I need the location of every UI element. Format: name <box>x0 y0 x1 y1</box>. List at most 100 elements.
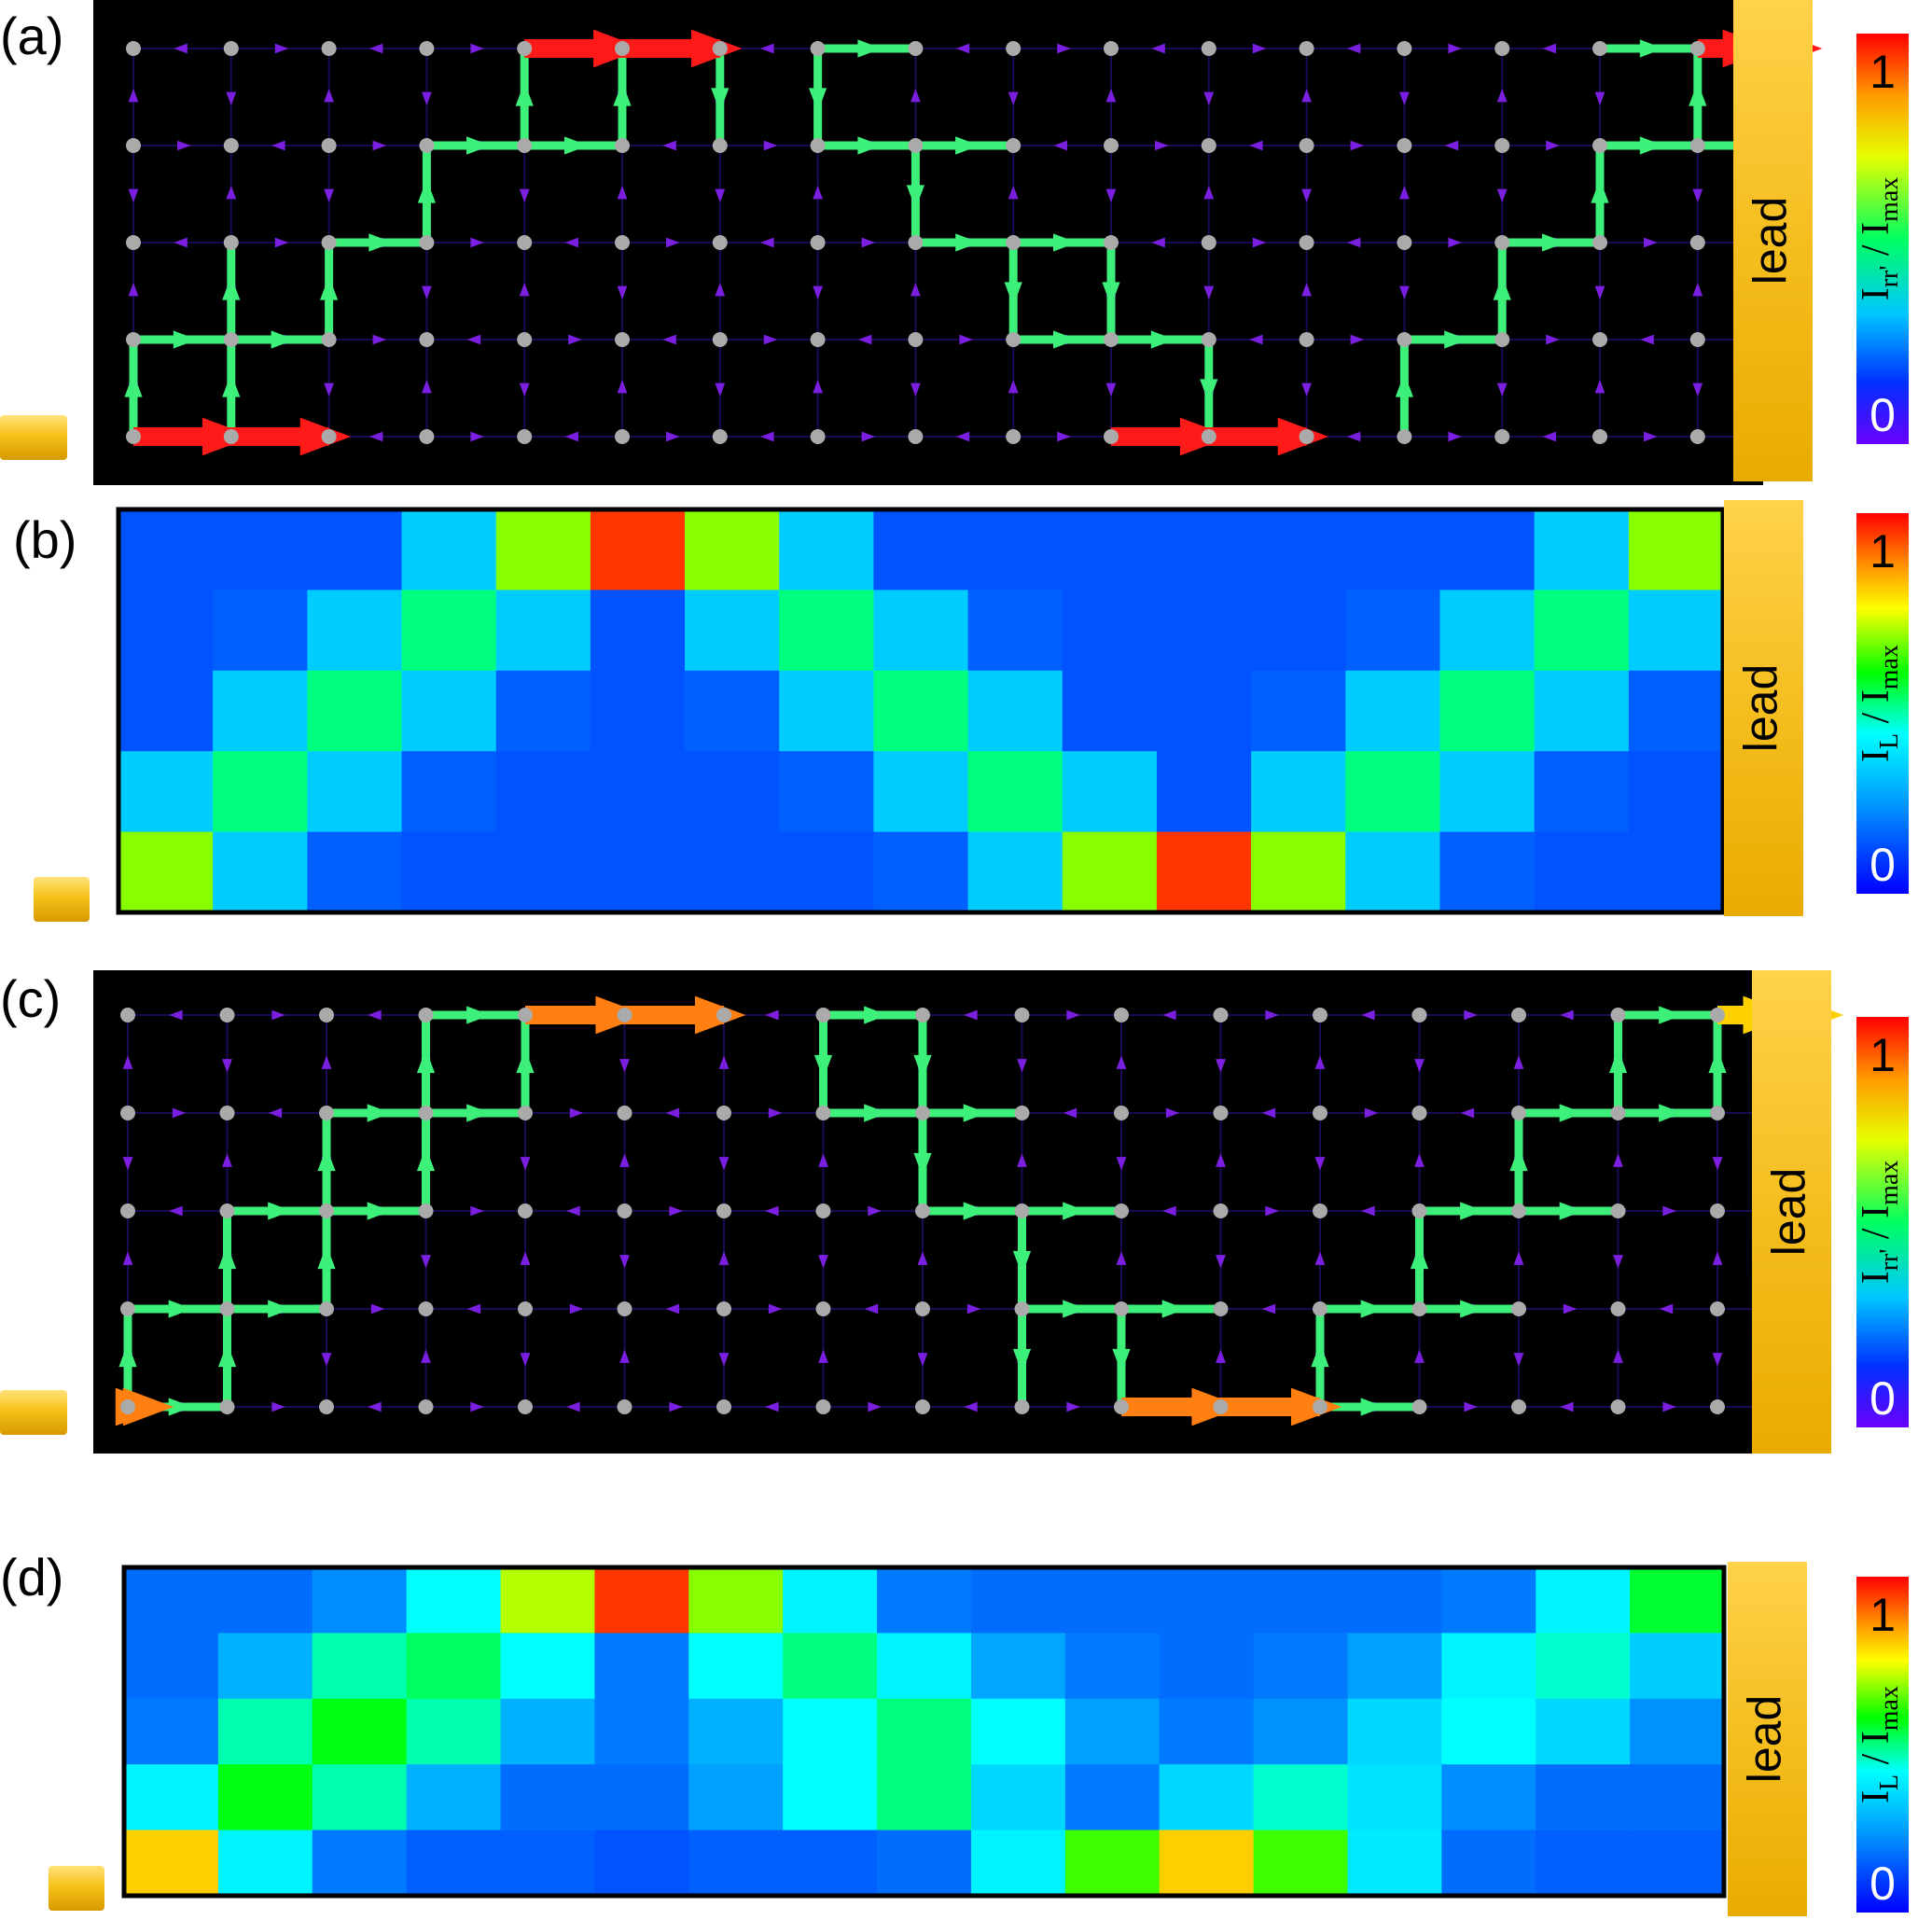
heatmap-cell <box>312 1830 408 1897</box>
heatmap-cell <box>118 590 214 672</box>
weak-current-arrow <box>1066 1009 1080 1021</box>
weak-current-arrow <box>1017 1153 1027 1167</box>
weak-current-arrow <box>715 283 726 297</box>
weak-current-arrow <box>1692 283 1703 297</box>
colorbar-title: Irr' / Imax <box>1855 177 1904 301</box>
lattice-site <box>915 1301 930 1316</box>
lattice-site <box>517 235 533 250</box>
heatmap-cell <box>1441 1764 1536 1831</box>
path-current-arrow <box>1659 1104 1683 1122</box>
weak-current-arrow <box>519 383 530 397</box>
path-current-arrow <box>168 1398 193 1416</box>
heatmap-cell <box>1534 590 1630 672</box>
weak-current-arrow <box>122 1251 133 1265</box>
weak-current-arrow <box>1347 237 1361 248</box>
lattice-site <box>223 429 239 444</box>
colorbar-title-main2: I <box>1855 1205 1897 1218</box>
weak-current-arrow <box>1444 140 1459 151</box>
weak-current-arrow <box>369 43 383 54</box>
weak-current-arrow <box>520 1157 531 1171</box>
lattice-site <box>1397 138 1412 153</box>
lattice-site <box>908 332 924 347</box>
lattice-site <box>1397 429 1412 444</box>
heatmap-cell <box>307 831 403 913</box>
heatmap-cell <box>967 509 1063 591</box>
path-current-arrow <box>913 1054 932 1079</box>
heatmap-cell <box>312 1567 408 1634</box>
weak-current-arrow <box>226 91 237 105</box>
lattice-site <box>712 138 728 153</box>
lattice-site <box>517 332 533 347</box>
lattice-site <box>419 429 435 444</box>
lattice-site <box>518 1399 533 1414</box>
lattice-site <box>1511 1301 1526 1316</box>
weak-current-arrow <box>122 1055 133 1069</box>
lattice-site <box>1511 1008 1526 1023</box>
heatmap-cell <box>590 831 686 913</box>
weak-current-arrow <box>128 188 139 202</box>
weak-current-arrow <box>1053 140 1067 151</box>
path-current-arrow <box>1659 1006 1683 1024</box>
heatmap-frame <box>121 1565 1727 1899</box>
lead-bar <box>1752 970 1831 1454</box>
weak-current-arrow <box>321 1055 332 1069</box>
lattice-site <box>1201 41 1216 56</box>
heatmap-cell <box>873 509 969 591</box>
weak-current-arrow <box>569 1303 584 1315</box>
heatmap-cell <box>590 590 686 672</box>
heatmap-cell <box>594 1698 689 1765</box>
path-current-arrow <box>1608 1049 1628 1074</box>
colorbar-title-sub2: max <box>1875 645 1904 689</box>
path-current-arrow <box>466 1104 491 1122</box>
heatmap-cell <box>401 751 497 833</box>
lattice-site <box>120 1203 135 1218</box>
weak-current-arrow <box>765 1401 779 1412</box>
heatmap-cell <box>970 1764 1066 1831</box>
lattice-site <box>319 1203 334 1218</box>
path-current-arrow <box>1689 82 1707 106</box>
heatmap-cell <box>406 1633 502 1700</box>
path-current-arrow <box>320 276 339 300</box>
weak-current-arrow <box>422 380 432 394</box>
lattice-site <box>517 41 533 56</box>
heatmap-cell <box>1062 590 1158 672</box>
lattice-site <box>1313 1301 1327 1316</box>
heatmap-cell <box>213 831 308 913</box>
heatmap-cell <box>1345 670 1440 752</box>
weak-current-arrow <box>1203 186 1215 200</box>
lattice-site <box>716 1301 731 1316</box>
heatmap-cell <box>685 509 780 591</box>
heatmap-cell <box>967 590 1063 672</box>
weak-current-arrow <box>666 237 680 248</box>
path-current-arrow <box>1053 330 1077 349</box>
path-current-arrow <box>963 1104 988 1122</box>
heatmap-cell <box>124 1698 219 1765</box>
lattice-site <box>321 41 337 56</box>
path-current-arrow <box>1559 1104 1584 1122</box>
heatmap-cell <box>779 670 874 752</box>
path-current-arrow <box>1639 39 1664 58</box>
heatmap-cell <box>1347 1830 1442 1897</box>
weak-current-arrow <box>470 1205 484 1217</box>
lattice-site <box>517 138 533 153</box>
weak-current-arrow <box>617 186 628 200</box>
lattice-site <box>1313 1203 1327 1218</box>
lead-label: lead <box>1763 1168 1815 1257</box>
path-current-arrow <box>1112 1348 1131 1373</box>
path-current-arrow <box>416 1049 436 1074</box>
heatmap-cell <box>873 831 969 913</box>
lattice-site <box>120 1008 135 1023</box>
weak-current-arrow <box>1560 1401 1574 1412</box>
colorbar: 1 0 Irr' / Imax <box>1855 1017 1909 1427</box>
lattice-site <box>716 1106 731 1120</box>
lattice-site <box>915 1106 930 1120</box>
heatmap-cell <box>779 590 874 672</box>
weak-current-arrow <box>617 380 628 394</box>
weak-current-arrow <box>1448 431 1462 442</box>
lattice-site <box>617 1106 632 1120</box>
weak-current-arrow <box>1347 43 1361 54</box>
path-current-arrow <box>1708 1049 1727 1074</box>
weak-current-arrow <box>372 334 386 345</box>
heatmap-cell <box>1253 1830 1348 1897</box>
lattice-site <box>418 1399 434 1414</box>
